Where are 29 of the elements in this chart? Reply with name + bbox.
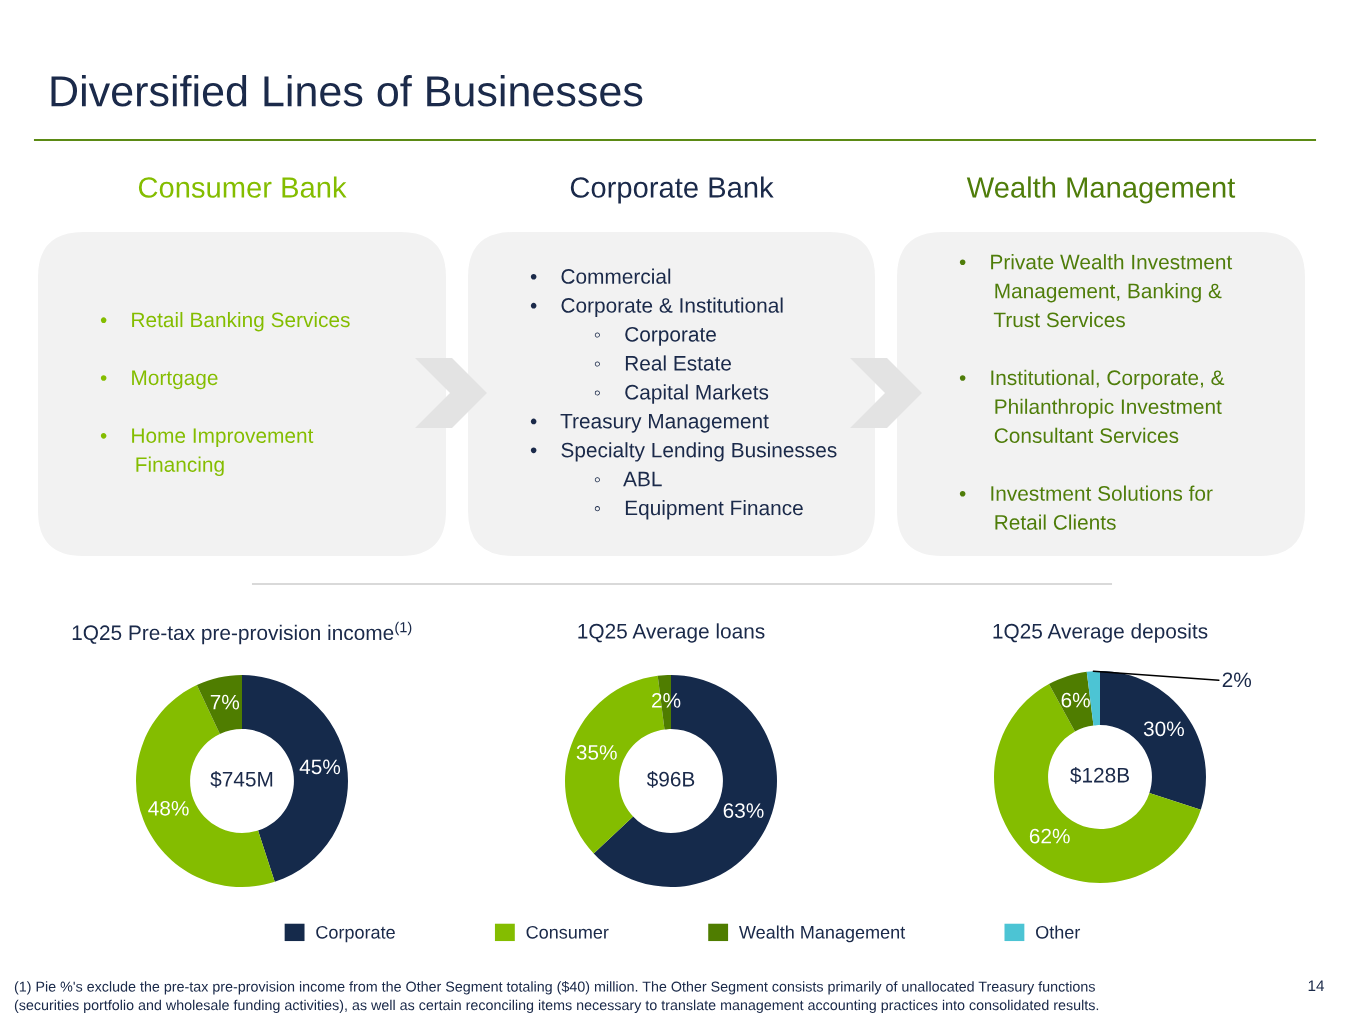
slice-label: 1Q25 Pre-tax pre-provision income$^{(1)}$ [72,621,412,645]
data-label: 45% [299,759,341,775]
text: 14 [1308,980,1325,991]
text: $128B [1070,766,1130,784]
data-label: 7% [210,694,240,710]
text: $96B [646,770,695,788]
legend-label: Other [1036,925,1081,939]
text: Diversified Lines of Businesses [51,74,643,107]
text: (1) Pie %'s exclude the pre-tax pre-provision income from the Other Segment totaling ($40) million. The Other Segment consists primarily of unallocated Treasury functions (securities portfolio and wholesale funding activities), as well as certain reconciling items necessary to translate management accounting practices into consolidated results. [14,980,1099,1014]
data-label: 62% [1029,828,1070,844]
slice-label: 1Q25 Average loans [578,623,765,643]
text: $745M [210,770,273,788]
data-label: 48% [148,800,189,816]
slice-label: 1Q25 Average deposits [993,623,1208,643]
data-label: 6% [1061,692,1090,708]
legend-label: Corporate [316,925,395,943]
data-label: 2% [652,693,681,708]
text: Consumer Bank [138,176,347,198]
data-label: 35% [576,745,617,760]
text: • Private Wealth Investment Management, Banking & Trust Services • Institutional, Corporate, & Philanthropic Investment Consultant Services • Investment Solutions for Retail Clients [959,254,1233,530]
legend-label: Consumer [526,925,609,939]
text: Wealth Management [966,176,1236,204]
data-label: 2% [1222,672,1252,688]
data-label: 30% [1143,721,1184,737]
text: • Commercial • Corporate & Institutional ◦ Corporate ◦ Real Estate ◦ Capital Markets • Treasury Management • Specialty Lending Businesses ◦ ABL ◦ Equipment Finance [530,268,837,520]
text: • Retail Banking Services • Mortgage • Home Improvement Financing [100,311,350,477]
data-label: 63% [723,803,764,818]
legend-label: Wealth Management [739,925,906,943]
text: Corporate Bank [570,176,774,204]
